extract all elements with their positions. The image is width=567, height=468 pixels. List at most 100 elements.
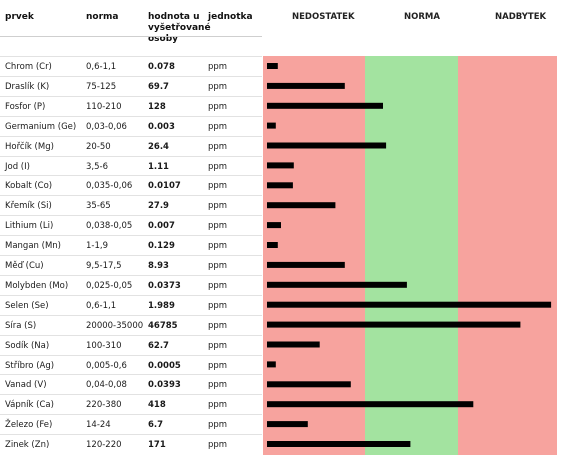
zone-deficiency xyxy=(263,56,365,455)
measured-value: 69.7 xyxy=(148,81,169,92)
unit: ppm xyxy=(208,440,228,451)
unit: ppm xyxy=(208,201,228,212)
measured-value: 1.11 xyxy=(148,161,169,172)
bar-vanad xyxy=(267,381,351,388)
measured-value: 46785 xyxy=(148,320,178,331)
table-row: Chrom (Cr) 0,6-1,1 0.078 ppm xyxy=(0,56,262,76)
zone-excess xyxy=(458,56,557,455)
bar-lithium xyxy=(267,222,281,229)
table-row: Jod (I) 3,5-6 1.11 ppm xyxy=(0,155,262,176)
header-value-line-1: hodnota u xyxy=(148,12,200,22)
bar-mangan xyxy=(267,242,278,248)
bar-draslík xyxy=(267,82,345,89)
table-row: Fosfor (P) 110-210 128 ppm xyxy=(0,95,262,116)
unit: ppm xyxy=(208,380,228,391)
table-row: Měď (Cu) 9,5-17,5 8.93 ppm xyxy=(0,255,262,275)
norm-range: 20-50 xyxy=(86,141,111,152)
element-name: Vanad (V) xyxy=(5,380,47,391)
measured-value: 62.7 xyxy=(148,340,169,351)
unit: ppm xyxy=(208,360,228,371)
zone-normal xyxy=(365,56,458,455)
table-row: Vanad (V) 0,04-0,08 0.0393 ppm xyxy=(0,374,262,394)
bar-železo xyxy=(267,421,308,428)
measured-value: 1.989 xyxy=(148,300,175,311)
norm-range: 0,025-0,05 xyxy=(86,280,133,291)
element-name: Draslík (K) xyxy=(5,81,50,92)
bar-síra xyxy=(267,321,521,328)
norm-range: 0,6-1,1 xyxy=(86,62,117,72)
measured-value: 128 xyxy=(148,101,166,112)
table-row: Molybden (Mo) 0,025-0,05 0.0373 ppm xyxy=(0,274,262,295)
unit: ppm xyxy=(208,300,228,311)
measured-value: 0.0005 xyxy=(148,360,181,371)
measured-value: 0.0393 xyxy=(148,380,181,391)
measured-value: 6.7 xyxy=(148,420,164,431)
norm-range: 220-380 xyxy=(86,400,122,411)
unit: ppm xyxy=(208,340,228,351)
norm-range: 20000-35000 xyxy=(86,320,144,331)
norm-range: 0,038-0,05 xyxy=(86,221,133,232)
header-unit: jednotka xyxy=(208,12,253,22)
header-value-line-2: vyšetřované xyxy=(148,23,211,33)
norm-range: 0,035-0,06 xyxy=(86,181,133,192)
element-name: Molybden (Mo) xyxy=(5,280,69,291)
element-name: Stříbro (Ag) xyxy=(5,360,55,371)
table-row: Draslík (K) 75-125 69.7 ppm xyxy=(0,75,262,96)
norm-range: 0,6-1,1 xyxy=(86,300,117,311)
element-name: Měď (Cu) xyxy=(5,261,44,271)
measured-value: 0.003 xyxy=(148,121,175,132)
element-name: Mangan (Mn) xyxy=(5,241,61,252)
unit: ppm xyxy=(208,101,228,112)
bar-selen xyxy=(267,301,552,308)
unit: ppm xyxy=(208,181,228,192)
table-row: Lithium (Li) 0,038-0,05 0.007 ppm xyxy=(0,215,262,235)
element-name: Vápník (Ca) xyxy=(5,400,54,411)
measured-value: 171 xyxy=(148,440,166,451)
unit: ppm xyxy=(208,62,228,72)
norm-range: 1-1,9 xyxy=(86,241,108,252)
measured-value: 0.0107 xyxy=(148,181,181,192)
measured-value: 0.0373 xyxy=(148,280,181,291)
header-norm: norma xyxy=(86,12,119,22)
zone-header-normal: NORMA xyxy=(404,12,440,22)
element-name: Železo (Fe) xyxy=(5,420,53,431)
unit: ppm xyxy=(208,400,228,411)
unit: ppm xyxy=(208,241,228,252)
measured-value: 418 xyxy=(148,400,166,411)
norm-range: 35-65 xyxy=(86,201,111,212)
bar-hořčík xyxy=(267,142,387,149)
element-name: Zinek (Zn) xyxy=(5,440,50,451)
bar-zinek xyxy=(267,441,411,447)
norm-range: 0,005-0,6 xyxy=(86,360,127,371)
unit: ppm xyxy=(208,81,228,92)
bar-kobalt xyxy=(267,182,293,189)
norm-range: 110-210 xyxy=(86,101,122,112)
header-value: hodnota u vyšetřované osoby xyxy=(148,12,211,45)
table-row: Železo (Fe) 14-24 6.7 ppm xyxy=(0,414,262,434)
element-name: Kobalt (Co) xyxy=(5,181,53,192)
unit: ppm xyxy=(208,320,228,331)
table-row: Křemík (Si) 35-65 27.9 ppm xyxy=(0,195,262,215)
measured-value: 26.4 xyxy=(148,141,169,152)
table-row: Mangan (Mn) 1-1,9 0.129 ppm xyxy=(0,235,262,255)
table-row: Hořčík (Mg) 20-50 26.4 ppm xyxy=(0,135,262,156)
element-name: Hořčík (Mg) xyxy=(5,141,54,152)
element-name: Jod (I) xyxy=(5,161,30,172)
element-name: Chrom (Cr) xyxy=(5,62,52,72)
bar-chrom xyxy=(267,63,278,69)
header-value-line-3: osoby xyxy=(148,34,179,44)
norm-range: 3,5-6 xyxy=(86,161,108,172)
measured-value: 27.9 xyxy=(148,201,169,212)
bar-sodík xyxy=(267,341,320,348)
table-row: Síra (S) 20000-35000 46785 ppm xyxy=(0,314,262,335)
bar-fosfor xyxy=(267,102,383,109)
norm-range: 120-220 xyxy=(86,440,122,451)
element-name: Fosfor (P) xyxy=(5,101,46,112)
element-name: Síra (S) xyxy=(5,320,37,331)
zone-header-excess: NADBYTEK xyxy=(495,12,547,22)
bar-molybden xyxy=(267,281,407,288)
table-row: Stříbro (Ag) 0,005-0,6 0.0005 ppm xyxy=(0,354,262,375)
zone-header-deficiency: NEDOSTATEK xyxy=(292,12,355,22)
unit: ppm xyxy=(208,261,228,271)
unit: ppm xyxy=(208,221,228,232)
